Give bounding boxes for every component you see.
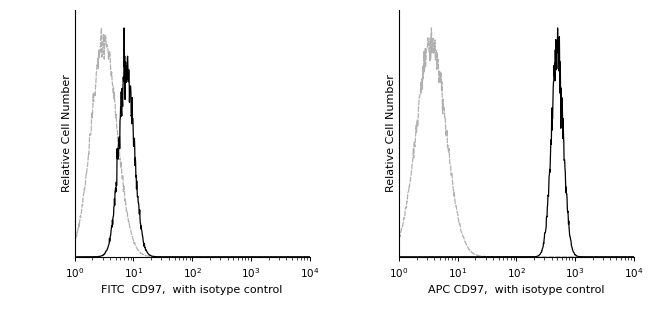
- X-axis label: APC CD97,  with isotype control: APC CD97, with isotype control: [428, 285, 604, 295]
- X-axis label: FITC  CD97,  with isotype control: FITC CD97, with isotype control: [101, 285, 283, 295]
- Y-axis label: Relative Cell Number: Relative Cell Number: [386, 74, 396, 192]
- Y-axis label: Relative Cell Number: Relative Cell Number: [62, 74, 72, 192]
